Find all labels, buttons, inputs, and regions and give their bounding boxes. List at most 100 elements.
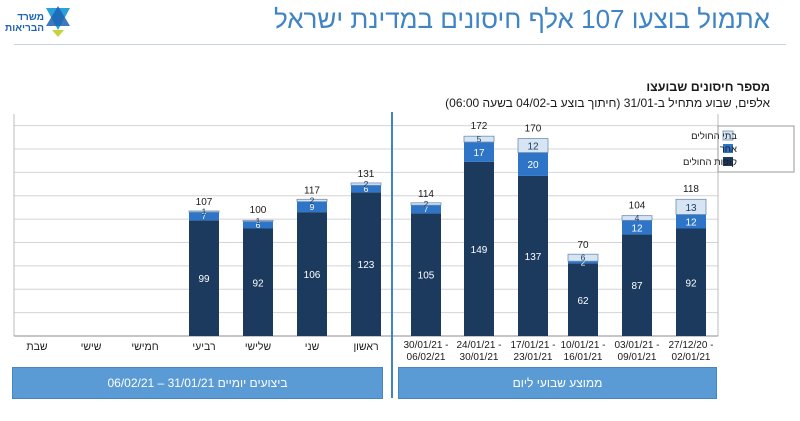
bar-segment xyxy=(410,202,442,206)
legend-swatch xyxy=(723,144,733,153)
legend-label: קופות החולים xyxy=(683,156,737,168)
total-label: 118 xyxy=(683,184,699,195)
category-label: 09/01/21 xyxy=(618,352,657,363)
total-label: 114 xyxy=(418,189,434,200)
data-label: 2 xyxy=(424,199,429,209)
daily-section-band: ביצועים יומיים 31/01/21 – 06/02/21 xyxy=(12,367,383,399)
data-label: 12 xyxy=(685,217,697,228)
bar-segment xyxy=(242,219,274,222)
logo-text-line1: משרד xyxy=(17,12,44,23)
data-label: 2 xyxy=(310,195,315,205)
weekly-section-label: ממוצע שבועי ליום xyxy=(512,376,603,390)
bar-segment xyxy=(411,213,441,336)
bar-segment xyxy=(297,201,327,213)
category-label: שלישי xyxy=(245,341,272,353)
data-label: 17 xyxy=(473,148,485,159)
data-label: 12 xyxy=(527,142,539,153)
data-label: 1 xyxy=(256,216,261,226)
data-label: 87 xyxy=(631,281,643,292)
category-label: 03/01/21 - xyxy=(614,340,659,351)
total-label: 70 xyxy=(577,240,589,251)
bar-segment xyxy=(518,175,548,336)
category-label: 24/01/21 - xyxy=(456,340,501,351)
bar-segment xyxy=(243,228,273,336)
bar-segment xyxy=(676,228,706,336)
bar-segment xyxy=(622,220,652,235)
category-label: 16/01/21 xyxy=(564,352,603,363)
data-label: 99 xyxy=(198,274,210,285)
category-label: שבת xyxy=(26,341,48,353)
bar-segment xyxy=(517,138,549,153)
category-label: 30/01/21 - xyxy=(403,340,448,351)
weekly-section-band: ממוצע שבועי ליום xyxy=(398,367,717,399)
category-label: 30/01/21 xyxy=(460,352,499,363)
chart-title: מספר חיסונים שבועצו xyxy=(646,80,770,94)
bar-segment xyxy=(296,198,328,203)
title-divider xyxy=(14,44,786,45)
data-label: 2 xyxy=(364,179,369,189)
category-label: 02/01/21 xyxy=(672,352,711,363)
daily-section-label: ביצועים יומיים 31/01/21 – 06/02/21 xyxy=(107,376,288,390)
bar-segment xyxy=(411,205,441,214)
ministry-logo: משרד הבריאות xyxy=(5,4,72,40)
category-label: 17/01/21 - xyxy=(510,340,555,351)
data-label: 13 xyxy=(685,203,697,214)
bar-segment xyxy=(676,214,706,229)
data-label: 6 xyxy=(256,220,261,230)
bar-segment xyxy=(188,210,220,213)
category-label: שני xyxy=(305,341,320,353)
bar-segment xyxy=(568,263,598,336)
legend-label: אחר xyxy=(720,144,737,155)
data-label: 1 xyxy=(202,207,207,217)
bar-segment xyxy=(622,234,652,336)
total-label: 100 xyxy=(250,205,267,216)
bar-segment xyxy=(568,261,598,264)
category-label: שישי xyxy=(81,341,102,353)
data-label: 9 xyxy=(310,202,315,212)
chart-subtitle: אלפים, שבוע מתחיל ב-31/01 (חיתוך בוצע ב-… xyxy=(445,96,770,110)
bar-segment xyxy=(567,253,599,262)
logo-emblem-icon xyxy=(46,6,70,37)
bar-segment xyxy=(518,152,548,176)
legend-label: בתי החולים xyxy=(691,130,737,142)
total-label: 107 xyxy=(196,197,213,208)
data-label: 5 xyxy=(477,134,482,144)
data-label: 105 xyxy=(418,271,435,282)
category-label: ראשון xyxy=(353,341,378,353)
data-label: 92 xyxy=(252,278,264,289)
bar-segment xyxy=(297,212,327,336)
bar-segment xyxy=(464,142,494,162)
data-label: 6 xyxy=(581,253,586,263)
bar-segment xyxy=(189,212,219,221)
total-label: 170 xyxy=(525,123,542,134)
bar-segment xyxy=(189,220,219,336)
bar-segment xyxy=(351,185,381,193)
bar-segment xyxy=(350,182,382,186)
data-label: 7 xyxy=(202,211,207,221)
data-label: 149 xyxy=(471,245,488,256)
data-label: 92 xyxy=(685,278,697,289)
bar-segment xyxy=(463,135,495,143)
category-label: 27/12/20 - xyxy=(668,340,713,351)
category-label: רביעי xyxy=(192,341,215,353)
data-label: 20 xyxy=(527,160,539,171)
data-label: 4 xyxy=(635,213,640,223)
data-label: 7 xyxy=(424,204,429,214)
total-label: 117 xyxy=(304,185,320,196)
total-label: 104 xyxy=(629,200,646,211)
bar-segment xyxy=(675,198,707,215)
logo-text-line2: הבריאות xyxy=(5,23,44,34)
total-label: 131 xyxy=(358,169,375,180)
page-title: אתמול בוצעו 107 אלף חיסונים במדינת ישראל xyxy=(273,4,770,34)
data-label: 2 xyxy=(581,257,586,267)
data-label: 106 xyxy=(304,270,321,281)
data-label: 137 xyxy=(525,252,542,263)
bar-segment xyxy=(464,161,494,336)
legend-swatch xyxy=(723,157,733,166)
category-label: 23/01/21 xyxy=(514,352,553,363)
total-label: 172 xyxy=(471,121,488,132)
data-label: 12 xyxy=(631,223,643,234)
data-label: 62 xyxy=(577,296,589,307)
data-label: 123 xyxy=(358,260,375,271)
